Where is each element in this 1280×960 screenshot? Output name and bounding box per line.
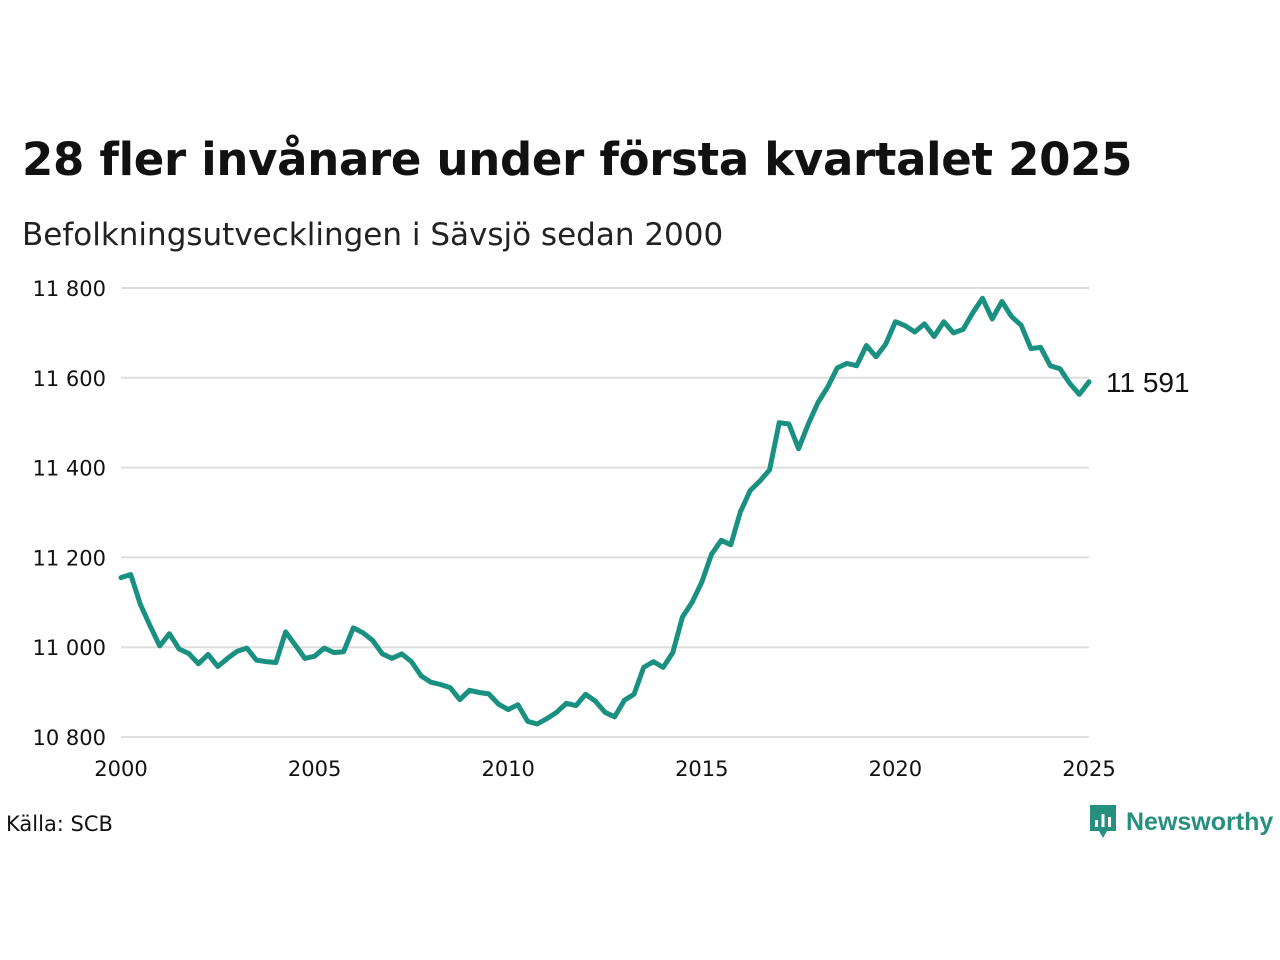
x-tick-label: 2020 (869, 757, 922, 781)
grid-lines (121, 287, 1089, 738)
y-tick-label: 11 800 (33, 277, 106, 301)
x-tick-label: 2015 (675, 757, 728, 781)
x-tick-label: 2010 (481, 757, 534, 781)
y-axis-tick-labels: 10 800 11 000 11 200 11 400 11 600 11 800 (33, 277, 106, 750)
data-labels: 11 591 (1106, 367, 1190, 398)
chart-title: 28 fler invånare under första kvartalet … (22, 133, 1133, 186)
y-tick-label: 11 400 (33, 457, 106, 481)
x-tick-label: 2005 (288, 757, 341, 781)
bar-chart-speech-bubble-icon (1090, 805, 1116, 838)
brand-name: Newsworthy (1126, 808, 1274, 836)
x-tick-label: 2000 (94, 757, 147, 781)
end-value-label: 11 591 (1106, 367, 1190, 398)
series-group (118, 295, 1092, 727)
chart-subtitle: Befolkningsutvecklingen i Sävsjö sedan 2… (22, 217, 724, 253)
y-tick-label: 11 000 (33, 636, 106, 660)
y-tick-label: 11 600 (33, 367, 106, 391)
x-axis-tick-labels: 2000 2005 2010 2015 2020 2025 (94, 757, 1115, 781)
y-tick-label: 11 200 (33, 546, 106, 570)
x-tick-label: 2025 (1062, 757, 1115, 781)
brand-logo[interactable]: Newsworthy (1088, 803, 1273, 841)
y-tick-label: 10 800 (33, 726, 106, 750)
source-note: Källa: SCB (6, 812, 113, 836)
series-line (118, 295, 1092, 727)
